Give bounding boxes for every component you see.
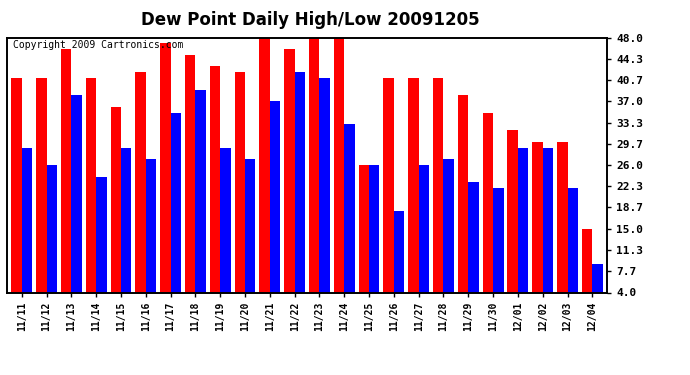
Bar [493, 188, 504, 292]
Bar [96, 177, 107, 292]
Bar [195, 90, 206, 292]
Bar [22, 148, 32, 292]
Bar [36, 78, 47, 292]
Bar [270, 101, 280, 292]
Bar [110, 107, 121, 292]
Bar [295, 72, 305, 292]
Bar [483, 113, 493, 292]
Bar [344, 124, 355, 292]
Bar [11, 78, 22, 292]
Bar [284, 49, 295, 292]
Bar [543, 148, 553, 292]
Bar [369, 165, 380, 292]
Text: Dew Point Daily High/Low 20091205: Dew Point Daily High/Low 20091205 [141, 11, 480, 29]
Bar [47, 165, 57, 292]
Bar [384, 78, 394, 292]
Bar [319, 78, 330, 292]
Bar [71, 96, 82, 292]
Bar [210, 66, 220, 292]
Bar [146, 159, 156, 292]
Bar [245, 159, 255, 292]
Bar [359, 165, 369, 292]
Bar [469, 182, 479, 292]
Bar [458, 96, 469, 292]
Bar [334, 38, 344, 292]
Bar [86, 78, 96, 292]
Bar [419, 165, 429, 292]
Bar [220, 148, 230, 292]
Bar [259, 38, 270, 292]
Bar [394, 211, 404, 292]
Bar [507, 130, 518, 292]
Bar [557, 142, 567, 292]
Bar [532, 142, 543, 292]
Bar [518, 148, 529, 292]
Bar [160, 43, 170, 292]
Bar [121, 148, 131, 292]
Bar [309, 38, 319, 292]
Bar [61, 49, 71, 292]
Bar [582, 229, 592, 292]
Bar [433, 78, 444, 292]
Bar [592, 264, 603, 292]
Bar [567, 188, 578, 292]
Text: Copyright 2009 Cartronics.com: Copyright 2009 Cartronics.com [13, 40, 184, 50]
Bar [135, 72, 146, 292]
Bar [185, 55, 195, 292]
Bar [408, 78, 419, 292]
Bar [170, 113, 181, 292]
Bar [444, 159, 454, 292]
Bar [235, 72, 245, 292]
